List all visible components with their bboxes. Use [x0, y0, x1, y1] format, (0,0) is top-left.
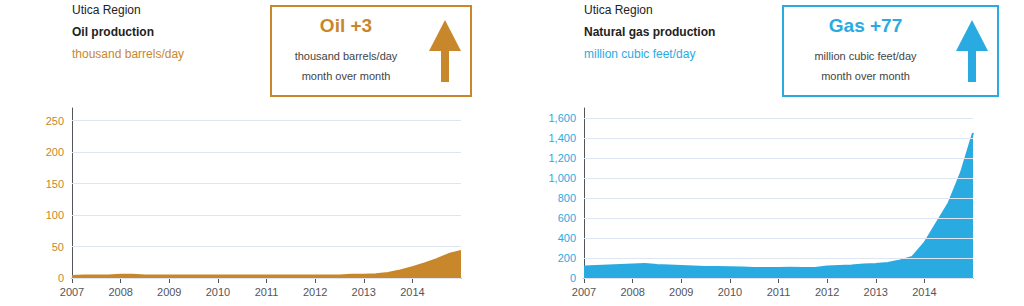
svg-text:2009: 2009 — [669, 286, 693, 298]
svg-text:200: 200 — [46, 146, 64, 158]
svg-text:1,000: 1,000 — [548, 172, 576, 184]
svg-text:thousand barrels/day: thousand barrels/day — [72, 47, 184, 61]
svg-text:thousand barrels/day: thousand barrels/day — [295, 50, 398, 62]
svg-text:600: 600 — [558, 212, 576, 224]
svg-text:2010: 2010 — [718, 286, 742, 298]
svg-text:2012: 2012 — [815, 286, 839, 298]
svg-text:800: 800 — [558, 192, 576, 204]
svg-text:1,600: 1,600 — [548, 112, 576, 124]
svg-text:million cubic feet/day: million cubic feet/day — [584, 47, 695, 61]
svg-text:Utica Region: Utica Region — [584, 3, 653, 17]
svg-text:Oil +3: Oil +3 — [320, 15, 372, 36]
svg-text:Oil production: Oil production — [72, 25, 154, 39]
svg-text:2014: 2014 — [400, 286, 424, 298]
svg-text:50: 50 — [52, 241, 64, 253]
svg-text:2008: 2008 — [620, 286, 644, 298]
svg-text:1,200: 1,200 — [548, 152, 576, 164]
svg-text:0: 0 — [570, 272, 576, 284]
svg-text:2011: 2011 — [255, 286, 279, 298]
svg-text:150: 150 — [46, 178, 64, 190]
svg-text:100: 100 — [46, 209, 64, 221]
svg-text:2009: 2009 — [157, 286, 181, 298]
svg-text:2013: 2013 — [864, 286, 888, 298]
svg-text:2008: 2008 — [108, 286, 132, 298]
svg-text:2007: 2007 — [60, 286, 84, 298]
svg-text:400: 400 — [558, 232, 576, 244]
svg-text:2011: 2011 — [767, 286, 791, 298]
svg-text:Gas +77: Gas +77 — [829, 15, 902, 36]
svg-text:month over month: month over month — [821, 70, 910, 82]
svg-text:200: 200 — [558, 252, 576, 264]
svg-text:2007: 2007 — [572, 286, 596, 298]
svg-text:2012: 2012 — [303, 286, 327, 298]
svg-text:2010: 2010 — [206, 286, 230, 298]
svg-text:2013: 2013 — [352, 286, 376, 298]
svg-text:2014: 2014 — [912, 286, 936, 298]
svg-text:1,400: 1,400 — [548, 132, 576, 144]
svg-text:0: 0 — [58, 272, 64, 284]
svg-text:Natural gas production: Natural gas production — [584, 25, 715, 39]
svg-text:250: 250 — [46, 115, 64, 127]
svg-text:million cubic feet/day: million cubic feet/day — [814, 50, 917, 62]
svg-text:Utica Region: Utica Region — [72, 3, 141, 17]
svg-text:month over month: month over month — [302, 70, 391, 82]
